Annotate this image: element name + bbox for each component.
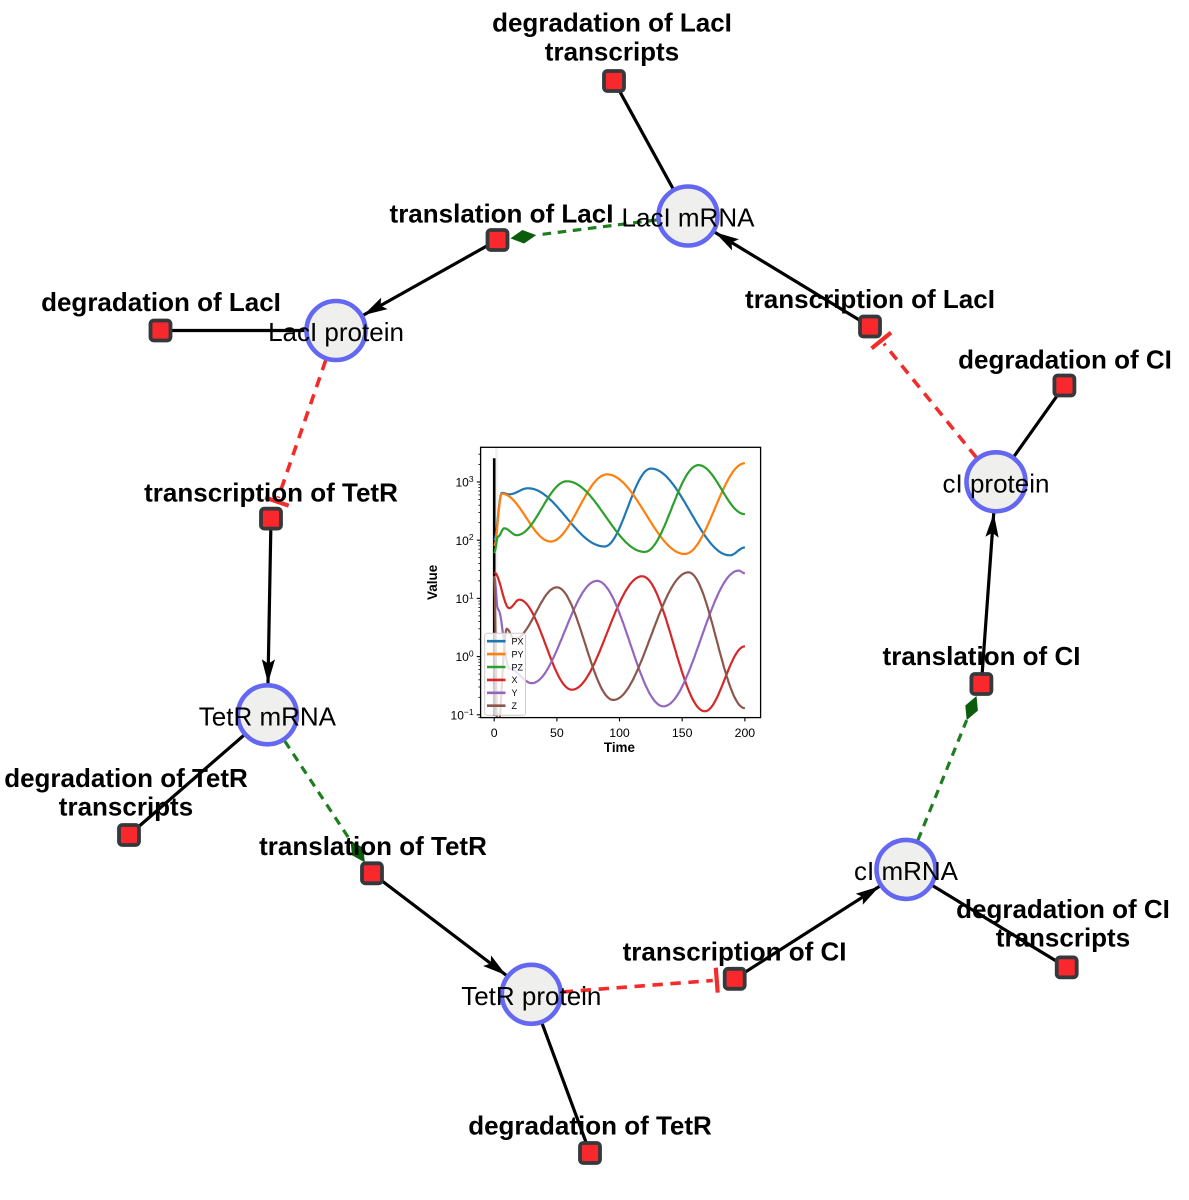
svg-text:100: 100 xyxy=(609,726,630,740)
svg-text:LacI protein: LacI protein xyxy=(268,317,404,347)
svg-text:degradation of CI: degradation of CI xyxy=(958,345,1172,375)
svg-text:cI protein: cI protein xyxy=(943,468,1050,498)
svg-text:cI mRNA: cI mRNA xyxy=(854,856,959,886)
svg-text:PZ: PZ xyxy=(512,662,524,672)
svg-text:transcripts: transcripts xyxy=(59,791,193,821)
svg-text:degradation of LacI: degradation of LacI xyxy=(492,8,732,38)
svg-text:TetR mRNA: TetR mRNA xyxy=(199,701,337,731)
svg-text:transcription of LacI: transcription of LacI xyxy=(745,284,995,314)
svg-text:degradation of LacI: degradation of LacI xyxy=(41,287,281,317)
svg-text:transcription of TetR: transcription of TetR xyxy=(144,478,398,508)
svg-text:transcripts: transcripts xyxy=(545,37,679,67)
svg-text:50: 50 xyxy=(550,726,564,740)
svg-text:transcripts: transcripts xyxy=(996,923,1130,953)
svg-text:translation of CI: translation of CI xyxy=(883,641,1081,671)
svg-text:degradation of TetR: degradation of TetR xyxy=(468,1110,712,1140)
svg-text:PY: PY xyxy=(512,649,524,659)
svg-text:Y: Y xyxy=(512,688,518,698)
svg-text:TetR protein: TetR protein xyxy=(461,981,601,1011)
svg-text:200: 200 xyxy=(735,726,756,740)
svg-text:LacI mRNA: LacI mRNA xyxy=(622,203,756,233)
svg-text:degradation of TetR: degradation of TetR xyxy=(4,763,248,793)
svg-text:150: 150 xyxy=(672,726,693,740)
svg-text:0: 0 xyxy=(491,726,498,740)
svg-text:degradation of CI: degradation of CI xyxy=(956,894,1170,924)
svg-text:transcription of CI: transcription of CI xyxy=(623,936,847,966)
svg-text:Time: Time xyxy=(604,740,635,755)
svg-text:translation of TetR: translation of TetR xyxy=(259,831,487,861)
svg-text:PX: PX xyxy=(512,637,524,647)
svg-text:X: X xyxy=(512,675,518,685)
svg-text:translation of LacI: translation of LacI xyxy=(390,198,614,228)
svg-text:Z: Z xyxy=(512,701,518,711)
svg-text:Value: Value xyxy=(425,564,440,600)
